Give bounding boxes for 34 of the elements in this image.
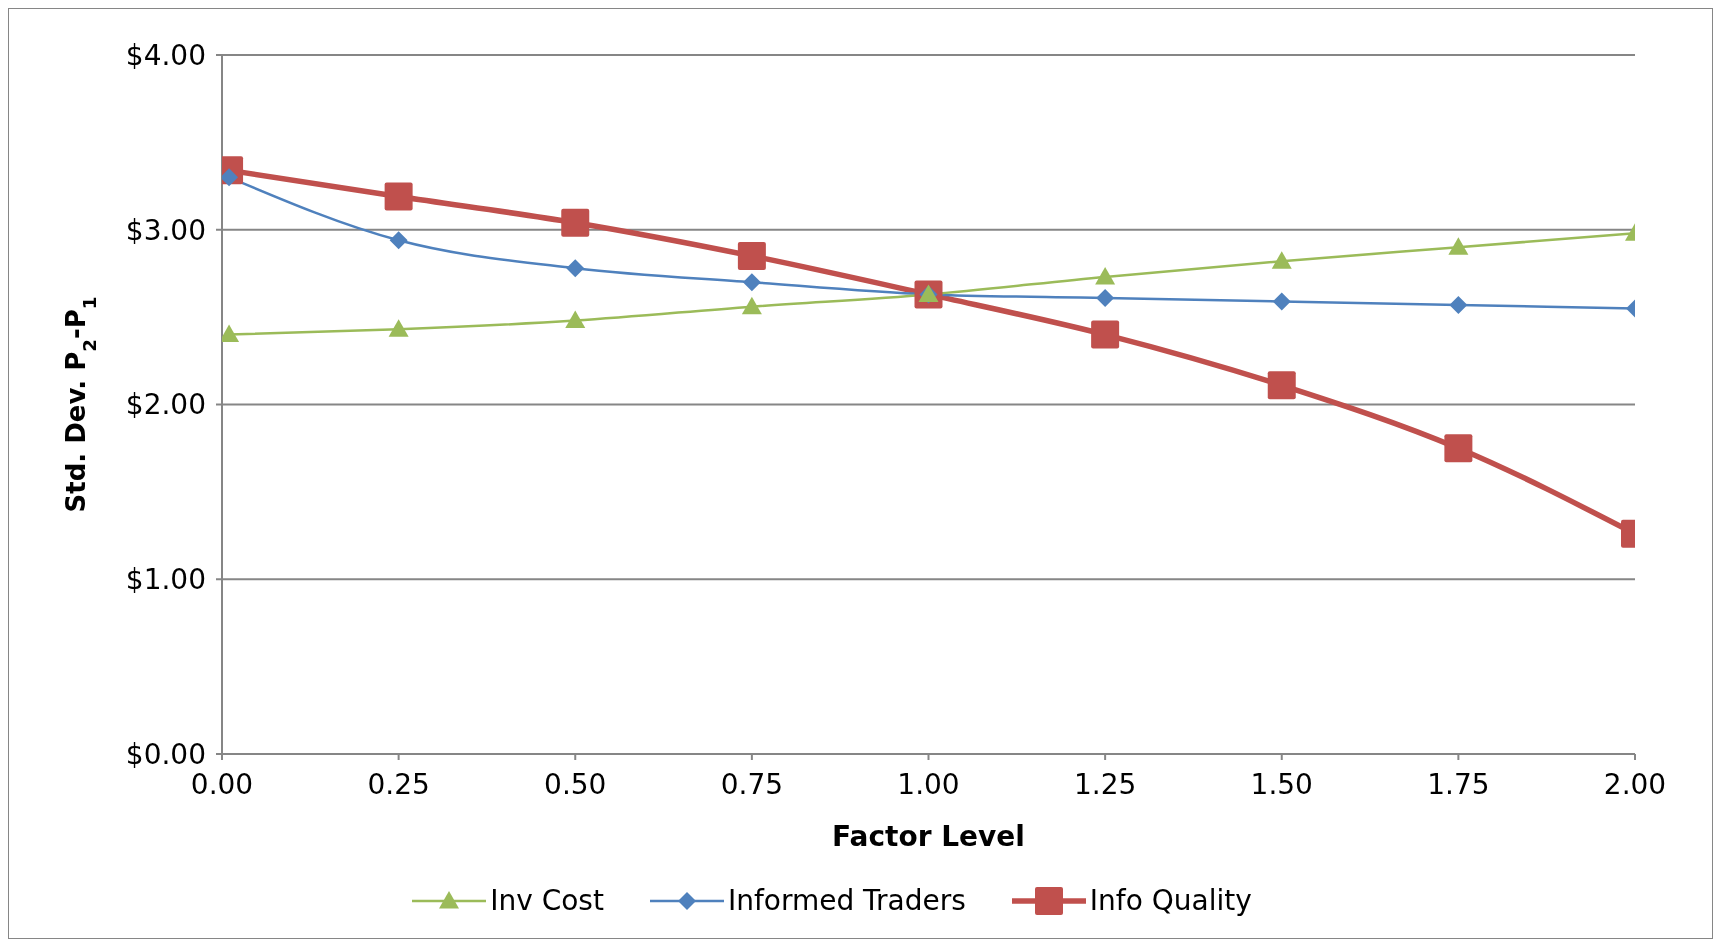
point (565, 310, 586, 329)
legend-label: Info Quality (1089, 884, 1252, 917)
x-tick-label: 1.50 (1250, 767, 1313, 801)
point (388, 319, 409, 337)
x-tick-label: 0.25 (367, 767, 430, 801)
point (1096, 288, 1115, 307)
x-tick-label: 0.75 (720, 767, 784, 801)
point (1449, 295, 1468, 314)
y-tick-label: $2.00 (125, 388, 206, 422)
x-tick-label: 1.00 (897, 767, 960, 801)
y-tick-label: $1.00 (125, 563, 206, 597)
point (566, 259, 585, 278)
point (1271, 251, 1292, 269)
point (1272, 292, 1291, 311)
point (742, 273, 761, 292)
x-tick-label: 2.00 (1603, 767, 1667, 801)
x-tick-label: 1.75 (1427, 767, 1490, 801)
point (384, 182, 413, 211)
x-tick-label: 1.25 (1073, 767, 1137, 801)
legend-label: Informed Traders (727, 884, 966, 917)
point (1448, 237, 1469, 255)
point (1267, 371, 1296, 400)
point (1444, 434, 1473, 463)
legend-label: Inv Cost (490, 884, 604, 917)
point (1091, 320, 1120, 349)
point (389, 231, 408, 250)
point (1095, 266, 1116, 285)
point (737, 241, 766, 270)
x-tick-label: 0.50 (544, 767, 607, 801)
point (561, 208, 590, 237)
x-axis-title: Factor Level (832, 820, 1025, 853)
y-tick-label: $3.00 (125, 213, 206, 247)
y-tick-label: $4.00 (125, 38, 206, 72)
point (741, 296, 762, 315)
